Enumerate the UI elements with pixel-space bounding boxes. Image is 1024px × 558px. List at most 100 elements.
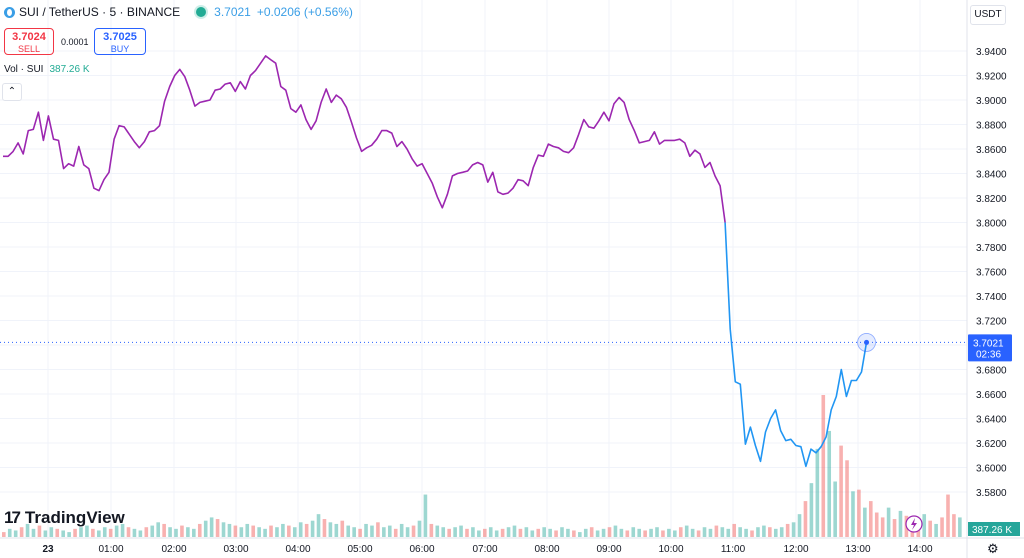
volume-bar [583, 528, 588, 537]
volume-bar [25, 523, 30, 537]
volume-bar [898, 510, 903, 537]
volume-bar [732, 523, 737, 537]
y-tick-label: 3.7200 [976, 317, 1007, 328]
x-tick-label: 23 [42, 544, 54, 555]
tradingview-logo[interactable]: 17 TradingView [4, 508, 125, 528]
volume-bar [667, 528, 671, 537]
volume-bar [863, 507, 867, 537]
tradingview-logo-text: TradingView [24, 508, 125, 527]
volume-bar [447, 528, 451, 537]
volume-bar [821, 395, 826, 537]
volume-bar [952, 514, 956, 537]
volume-bar [102, 527, 107, 537]
volume-bar [132, 528, 137, 537]
volume-bar [239, 527, 244, 537]
collapse-legend-button[interactable]: ⌃ [2, 83, 22, 101]
volume-bar [643, 530, 647, 537]
y-tick-label: 3.8800 [976, 121, 1007, 132]
volume-bar [512, 525, 517, 537]
volume-bar [471, 527, 475, 537]
volume-bar [328, 522, 333, 537]
volume-bar [186, 527, 190, 537]
volume-bar [150, 525, 155, 537]
volume-bar [275, 527, 279, 537]
volume-bar [886, 507, 891, 537]
price-series-line [3, 55, 726, 223]
legend-last-price: 3.7021 [214, 5, 251, 19]
volume-bar [880, 517, 885, 537]
volume-bar [197, 523, 202, 537]
volume-bar [405, 527, 410, 537]
settings-gear-icon[interactable]: ⚙ [987, 541, 999, 556]
volume-bar [791, 522, 796, 537]
x-tick-label: 06:00 [409, 544, 434, 555]
volume-bar [126, 527, 131, 537]
x-tick-label: 08:00 [534, 544, 559, 555]
sell-button[interactable]: 3.7024 SELL [4, 28, 54, 55]
volume-bar [281, 523, 285, 537]
volume-bar [494, 530, 499, 537]
volume-bar [334, 523, 339, 537]
volume-bar [868, 501, 873, 537]
volume-bar [797, 514, 802, 537]
volume-bar [55, 528, 60, 537]
volume-bar [892, 519, 897, 537]
volume-bar [785, 523, 790, 537]
spread-value: 0.0001 [61, 37, 89, 47]
volume-bar [174, 528, 178, 537]
volume-bar [851, 491, 855, 537]
volume-bar [382, 527, 386, 537]
volume-bar [589, 527, 594, 537]
volume-bar [31, 528, 36, 537]
volume-bar [465, 528, 469, 537]
volume-bar [649, 528, 653, 537]
symbol-title[interactable]: SUI / TetherUS · 5 · BINANCE [19, 5, 181, 19]
volume-bar [768, 527, 772, 537]
volume-bar [720, 527, 725, 537]
volume-bar [773, 528, 778, 537]
y-tick-label: 3.6600 [976, 390, 1007, 401]
volume-legend[interactable]: Vol · SUI 387.26 K [4, 64, 90, 75]
volume-bar [833, 481, 837, 537]
volume-bar [625, 530, 630, 537]
volume-bar [49, 527, 54, 537]
volume-bar [542, 527, 546, 537]
volume-bar [233, 525, 238, 537]
y-tick-label: 3.6200 [976, 439, 1007, 450]
volume-bar [37, 525, 42, 537]
volume-bar [922, 514, 927, 537]
volume-bar [144, 527, 149, 537]
x-tick-label: 12:00 [783, 544, 808, 555]
volume-bar [655, 527, 659, 537]
volume-bar [292, 527, 297, 537]
volume-bar [269, 525, 273, 537]
y-tick-label: 3.6800 [976, 366, 1007, 377]
volume-bar [762, 525, 766, 537]
currency-button[interactable]: USDT [970, 5, 1006, 25]
market-status-dot[interactable] [196, 7, 207, 17]
volume-bar [726, 528, 731, 537]
y-tick-label: 3.9200 [976, 72, 1007, 83]
volume-bar [192, 528, 196, 537]
volume-bar [67, 532, 71, 537]
chevron-up-icon: ⌃ [7, 86, 17, 97]
price-series-line [724, 222, 868, 468]
volume-bar [708, 528, 713, 537]
volume-bar [168, 527, 172, 537]
y-tick-label: 3.8600 [976, 145, 1007, 156]
buy-button[interactable]: 3.7025 BUY [94, 28, 146, 55]
y-tick-label: 3.7600 [976, 268, 1007, 279]
volume-bar [946, 494, 950, 537]
volume-bar [690, 528, 695, 537]
volume-bar [809, 483, 814, 537]
volume-bar [120, 523, 125, 537]
volume-bar [13, 530, 18, 537]
volume-bar [578, 532, 582, 537]
volume-bar [393, 528, 398, 537]
volume-bar [114, 525, 119, 537]
volume-bar [874, 512, 879, 537]
volume-bar [477, 530, 481, 537]
volume-bar [857, 489, 861, 537]
volume-bar [287, 525, 291, 537]
